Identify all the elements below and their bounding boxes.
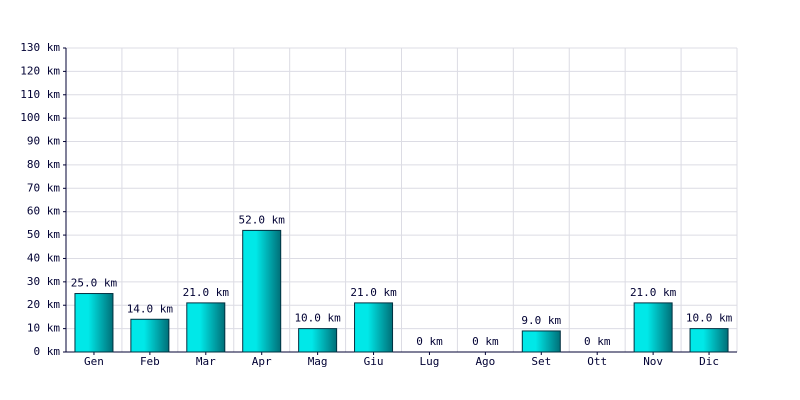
x-tick-label: Mag — [308, 355, 328, 368]
bar — [242, 229, 282, 353]
value-label: 0 km — [584, 335, 611, 348]
x-tick-label: Mar — [196, 355, 216, 368]
x-tick-label: Apr — [252, 355, 272, 368]
bar — [130, 318, 170, 353]
y-tick-label: 0 km — [34, 345, 61, 358]
y-tick-label: 50 km — [27, 228, 60, 241]
value-label: 10.0 km — [294, 312, 341, 325]
bar — [298, 328, 338, 353]
y-tick-label: 100 km — [20, 111, 60, 124]
value-label: 25.0 km — [71, 277, 118, 290]
value-label: 21.0 km — [183, 286, 230, 299]
y-tick-label: 130 km — [20, 41, 60, 54]
x-tick-label: Feb — [140, 355, 160, 368]
bar — [186, 302, 226, 353]
y-tick-label: 80 km — [27, 158, 60, 171]
value-label: 52.0 km — [239, 213, 286, 226]
x-tick-label: Ott — [587, 355, 607, 368]
value-label: 21.0 km — [350, 286, 397, 299]
y-tick-label: 30 km — [27, 275, 60, 288]
value-label: 9.0 km — [521, 314, 561, 327]
y-tick-label: 70 km — [27, 181, 60, 194]
bar — [633, 302, 673, 353]
y-tick-label: 110 km — [20, 88, 60, 101]
x-tick-label: Lug — [420, 355, 440, 368]
bar — [689, 328, 729, 353]
x-tick-label: Dic — [699, 355, 719, 368]
x-tick-label: Gen — [84, 355, 104, 368]
value-label: 10.0 km — [686, 312, 733, 325]
y-tick-label: 10 km — [27, 322, 60, 335]
value-label: 14.0 km — [127, 302, 174, 315]
x-tick-label: Set — [531, 355, 551, 368]
y-tick-label: 90 km — [27, 135, 60, 148]
bar — [74, 293, 114, 353]
value-label: 0 km — [472, 335, 499, 348]
x-tick-label: Ago — [475, 355, 495, 368]
value-label: 21.0 km — [630, 286, 677, 299]
x-tick-label: Nov — [643, 355, 663, 368]
bar — [354, 302, 394, 353]
bar — [521, 330, 561, 353]
y-tick-label: 120 km — [20, 64, 60, 77]
y-tick-label: 40 km — [27, 251, 60, 264]
x-tick-label: Giu — [364, 355, 384, 368]
y-tick-label: 20 km — [27, 298, 60, 311]
value-label: 0 km — [416, 335, 443, 348]
y-tick-label: 60 km — [27, 205, 60, 218]
